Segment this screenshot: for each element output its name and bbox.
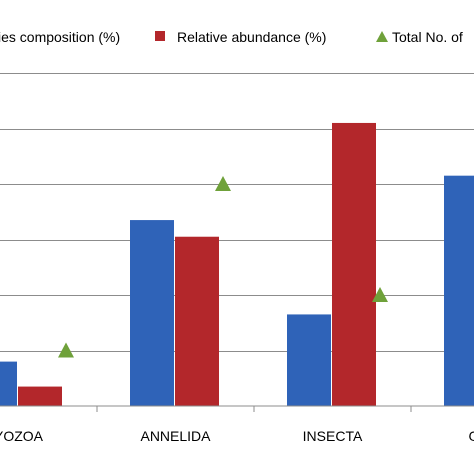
bar-1-gasti: [444, 175, 474, 406]
x-tick-label-insecta: INSECTA: [303, 428, 363, 444]
marker-yozoa: [58, 342, 74, 358]
bar-2-annelida: [175, 236, 219, 406]
marker-insecta: [372, 287, 388, 302]
x-tick-label-annelida: ANNELIDA: [140, 428, 211, 444]
marker-annelida: [215, 176, 231, 191]
markers: [58, 176, 388, 358]
x-tick-label-yozoa: YOZOA: [0, 428, 44, 444]
legend-swatch-3: [376, 31, 388, 42]
bars: [0, 122, 474, 406]
bar-1-insecta: [287, 314, 331, 406]
x-tick-label-gasti: GASTI: [468, 428, 474, 444]
x-ticks: [96, 406, 412, 412]
bar-2-yozoa: [18, 386, 62, 406]
bar-1-yozoa: [0, 361, 17, 406]
x-tick-labels: YOZOA ANNELIDA INSECTA GASTI: [0, 428, 474, 444]
legend-label-1: ies composition (%): [0, 29, 120, 45]
legend-label-3: Total No. of: [392, 29, 463, 45]
bar-1-annelida: [130, 220, 174, 406]
bar-2-insecta: [332, 122, 376, 406]
gridlines: [0, 73, 474, 352]
legend: ies composition (%) Relative abundance (%…: [0, 29, 463, 45]
legend-label-2: Relative abundance (%): [177, 29, 326, 45]
legend-swatch-2: [155, 31, 165, 41]
